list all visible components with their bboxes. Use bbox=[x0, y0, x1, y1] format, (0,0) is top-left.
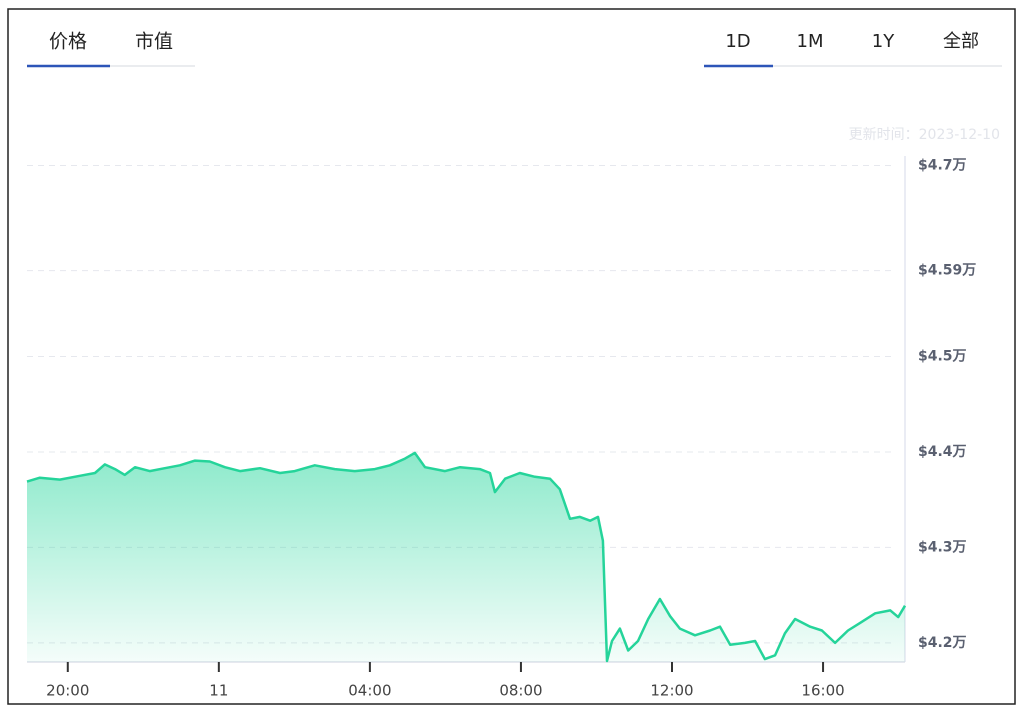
x-tick-label: 16:00 bbox=[801, 682, 844, 700]
y-tick-label: $4.59万 bbox=[918, 263, 976, 279]
tab[interactable]: 市值 bbox=[135, 31, 173, 53]
range-tab[interactable]: 1D bbox=[725, 31, 750, 52]
x-tick-label: 20:00 bbox=[46, 682, 89, 700]
x-tick-label: 11 bbox=[209, 682, 228, 700]
y-tick-label: $4.7万 bbox=[918, 158, 967, 174]
tab[interactable]: 价格 bbox=[49, 31, 87, 53]
x-tick-label: 04:00 bbox=[348, 682, 391, 700]
range-tab[interactable]: 全部 bbox=[943, 31, 979, 52]
area bbox=[27, 452, 905, 662]
updated-time: 更新时间：2023-12-10 bbox=[849, 127, 1000, 143]
price-line bbox=[26, 451, 907, 663]
range-tab[interactable]: 1M bbox=[797, 31, 824, 52]
y-tick-label: $4.2万 bbox=[918, 635, 967, 651]
y-tick-label: $4.4万 bbox=[918, 444, 967, 460]
y-tick-label: $4.5万 bbox=[918, 348, 967, 364]
x-tick-label: 08:00 bbox=[499, 682, 542, 700]
y-tick-label: $4.3万 bbox=[918, 539, 967, 555]
x-tick-label: 12:00 bbox=[650, 682, 693, 700]
range-tab[interactable]: 1Y bbox=[872, 31, 895, 52]
